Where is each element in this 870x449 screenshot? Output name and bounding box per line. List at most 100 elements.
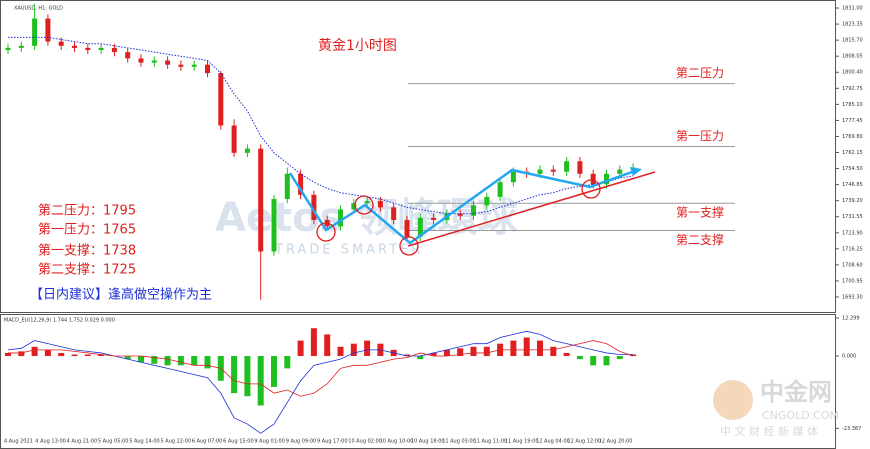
- macd-bar: [470, 346, 477, 357]
- macd-bar: [630, 354, 637, 357]
- x-tick-label: 6 Aug 15:00: [223, 439, 254, 445]
- candle-body: [165, 60, 171, 65]
- y-tick-label: 1800.40: [842, 70, 863, 76]
- y-tick-label: 1777.45: [842, 118, 863, 124]
- y-tick-label: 1746.85: [842, 182, 863, 188]
- candle-body: [271, 198, 277, 252]
- candle-body: [364, 201, 370, 204]
- x-tick-label: 11 Aug 03:00: [442, 439, 476, 445]
- y-tick-label: 1754.50: [842, 166, 863, 172]
- macd-bar: [191, 356, 198, 366]
- macd-bar: [576, 356, 583, 360]
- candle-body: [604, 173, 609, 185]
- macd-bar: [44, 349, 51, 357]
- candle-body: [298, 173, 304, 195]
- x-tick-label: 6 Aug 07:00: [192, 439, 223, 445]
- candle-body: [311, 194, 317, 220]
- circle-marker: [399, 236, 419, 256]
- candle-body: [457, 213, 463, 216]
- x-tick-label: 5 Aug 14:00: [129, 439, 160, 445]
- x-tick-label: 4 Aug 13:00: [35, 439, 66, 445]
- candle-body: [258, 148, 264, 252]
- note: 第二支撑：1725: [38, 263, 136, 278]
- candle-body: [111, 47, 117, 53]
- watermark-url: CNGOLD.COM: [762, 409, 839, 422]
- macd-bar: [550, 346, 557, 357]
- x-tick-label: 4 Aug 21:00: [67, 439, 98, 445]
- macd-bar: [430, 352, 437, 357]
- candle-body: [417, 217, 423, 237]
- y-tick-label: 1792.75: [842, 86, 863, 92]
- candle-body: [205, 64, 210, 74]
- y-tick-label: 1831.00: [842, 6, 863, 12]
- heading: 黄金1小时图: [318, 37, 397, 54]
- macd-bar: [84, 354, 91, 357]
- macd-bar: [510, 340, 517, 357]
- candle-body: [338, 209, 343, 227]
- candle-body: [32, 18, 38, 46]
- candle-body: [72, 45, 77, 48]
- candle-body: [85, 47, 91, 51]
- candle-body: [471, 205, 476, 216]
- macd-bar: [177, 356, 184, 366]
- candle-body: [231, 125, 237, 153]
- note: 第一支撑：1738: [38, 244, 136, 259]
- x-tick-label: 11 Aug 11:00: [474, 439, 508, 445]
- macd-bar: [537, 340, 543, 357]
- watermark-logo: [713, 380, 753, 420]
- macd-bar: [124, 356, 131, 360]
- macd-bar: [284, 356, 291, 369]
- candle-body: [218, 73, 224, 126]
- y-tick-label: 1700.95: [842, 278, 863, 284]
- macd-bar: [310, 328, 317, 357]
- candle-body: [617, 169, 623, 174]
- candle-body: [5, 47, 11, 51]
- macd-bar: [164, 356, 171, 366]
- level-label: 第一压力: [676, 129, 724, 143]
- macd-bar: [204, 356, 211, 369]
- x-tick-label: 5 Aug 22:00: [161, 439, 192, 445]
- watermark-slogan: TRADE SMARTER: [274, 243, 423, 258]
- y-tick-label: 1815.70: [842, 38, 863, 44]
- macd-bar: [443, 349, 450, 357]
- y-tick-label: 1739.20: [842, 198, 863, 204]
- macd-bar: [151, 356, 158, 364]
- macd-bar: [324, 334, 331, 357]
- level-label: 第一支撑: [676, 205, 724, 220]
- level-label: 第二压力: [676, 66, 724, 80]
- trend-zigzag: [288, 168, 633, 245]
- x-tick-label: 5 Aug 05:00: [98, 439, 129, 445]
- x-tick-label: 9 Aug 09:00: [286, 439, 317, 445]
- candle-body: [98, 47, 104, 51]
- circle-marker: [316, 222, 336, 242]
- x-tick-label: 4 Aug 2021: [4, 439, 33, 445]
- y-tick-label: 1731.55: [842, 214, 863, 220]
- chart-title: XAUUSD, H1: GOLD: [14, 6, 63, 12]
- x-tick-label: 10 Aug 10:00: [380, 439, 414, 445]
- candle-body: [45, 18, 51, 42]
- candle-body: [391, 207, 397, 220]
- macd-bar: [457, 348, 464, 357]
- signal-line: [8, 340, 634, 397]
- macd-bar: [404, 354, 410, 357]
- candle-body: [510, 171, 516, 183]
- macd-bar: [58, 352, 65, 357]
- advice: 【日内建议】逢高做空操作为主: [30, 287, 212, 303]
- macd-bar: [138, 356, 144, 363]
- y-tick-label: 1716.25: [842, 246, 863, 252]
- candle-body: [351, 203, 357, 210]
- candle-body: [178, 64, 184, 67]
- x-tick-label: 9 Aug 17:00: [317, 439, 348, 445]
- macd-bar: [31, 346, 38, 357]
- note: 第一压力：1765: [38, 223, 136, 238]
- level-label: 第二支撑: [676, 232, 724, 247]
- candle-body: [125, 52, 131, 59]
- macd-bar: [523, 337, 530, 357]
- note: 第二压力：1795: [38, 204, 136, 219]
- macd-bar: [563, 352, 570, 357]
- candle-body: [58, 41, 64, 46]
- watermark-site: 中金网: [760, 378, 832, 406]
- x-tick-label: 9 Aug 01:00: [254, 439, 285, 445]
- y-tick-label: 0.000: [842, 354, 856, 360]
